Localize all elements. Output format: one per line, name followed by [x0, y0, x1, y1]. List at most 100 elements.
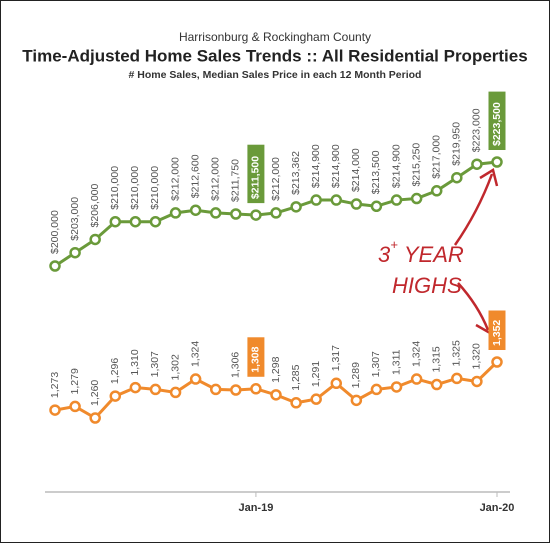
data-label: 1,291 [310, 361, 322, 387]
point [310, 393, 322, 405]
chart-supertitle: Harrisonburg & Rockingham County [179, 30, 371, 44]
point [430, 185, 443, 197]
data-label: $214,900 [310, 144, 322, 188]
annotation-word: YEAR [404, 242, 464, 267]
x-tick-label: Jan-19 [238, 502, 273, 514]
data-label: $210,000 [109, 166, 121, 210]
data-label: 1,307 [370, 351, 382, 377]
point [109, 390, 122, 402]
point [330, 194, 343, 206]
data-label: 1,260 [89, 380, 101, 406]
data-label: 1,320 [471, 343, 483, 369]
point [109, 215, 122, 228]
data-label: $213,362 [290, 151, 302, 195]
arrow [453, 173, 494, 246]
point [169, 386, 182, 399]
data-label: $215,250 [410, 143, 422, 187]
point [451, 171, 463, 184]
point [390, 381, 403, 393]
point [209, 383, 222, 396]
data-label: 1,308 [250, 346, 262, 372]
data-label: $223,500 [491, 102, 503, 146]
annotation-superscript: + [390, 237, 398, 252]
point [390, 194, 403, 206]
point [350, 394, 363, 407]
point [49, 260, 61, 272]
data-label: $206,000 [89, 183, 101, 227]
point [451, 372, 463, 385]
data-label: $214,900 [330, 144, 342, 188]
data-label: 1,310 [129, 349, 141, 375]
data-label: 1,352 [491, 320, 503, 346]
point [230, 384, 242, 396]
annotation-line2: HIGHS [392, 273, 462, 298]
point [230, 208, 242, 220]
x-tick-label: Jan-20 [480, 502, 515, 514]
point [129, 215, 142, 228]
point [69, 400, 81, 413]
point [370, 200, 383, 213]
point [49, 404, 61, 416]
data-label: $213,500 [370, 150, 382, 194]
point [189, 204, 202, 216]
data-label: 1,315 [431, 346, 443, 372]
point [330, 377, 343, 390]
arrow-head [479, 168, 499, 187]
point [471, 375, 483, 388]
highlight-box [488, 310, 506, 350]
point [410, 192, 423, 205]
highlight-box [247, 337, 265, 377]
data-label: 1,296 [109, 358, 121, 384]
highlight-box [247, 144, 265, 204]
point [250, 383, 262, 395]
point [149, 383, 162, 396]
chart-title: Time-Adjusted Home Sales Trends :: All R… [22, 46, 527, 65]
point [290, 201, 302, 213]
data-label: 1,273 [49, 372, 61, 398]
point [491, 356, 503, 368]
point [250, 209, 262, 221]
annotation-line1: 3+ YEAR [378, 237, 464, 266]
data-label: $223,000 [471, 108, 483, 152]
data-label: 1,302 [169, 354, 181, 380]
data-label: 1,289 [350, 362, 362, 388]
annotation-number: 3 [378, 242, 391, 267]
point [350, 198, 363, 210]
data-label: $219,950 [451, 122, 463, 166]
data-label: $217,000 [431, 135, 443, 179]
data-label: $214,000 [350, 148, 362, 192]
data-label: $212,600 [189, 154, 201, 198]
data-label: $211,750 [230, 159, 242, 202]
point [169, 207, 182, 219]
data-label: 1,311 [390, 349, 402, 375]
data-label: 1,298 [270, 356, 282, 382]
arrow [457, 282, 490, 331]
point [209, 207, 222, 219]
highlight-box [488, 91, 506, 150]
point [69, 246, 81, 259]
point [189, 373, 202, 385]
point [89, 412, 101, 424]
data-label: $203,000 [69, 197, 81, 241]
point [290, 397, 302, 409]
data-label: 1,324 [410, 341, 422, 367]
data-label: $212,000 [210, 157, 222, 201]
point [430, 378, 443, 391]
point [410, 373, 423, 385]
data-label: $200,000 [49, 210, 61, 254]
data-label: 1,285 [290, 364, 302, 390]
point [129, 381, 142, 394]
point [270, 389, 282, 401]
data-label: $212,000 [169, 157, 181, 201]
data-label: 1,325 [451, 340, 463, 366]
data-label: $210,000 [149, 166, 161, 210]
data-label: 1,306 [230, 352, 242, 378]
point [270, 207, 282, 219]
data-label: 1,317 [330, 345, 342, 371]
data-label: $211,500 [250, 156, 262, 199]
data-label: $212,000 [270, 157, 282, 201]
data-label: 1,279 [69, 368, 81, 394]
data-label: $210,000 [129, 166, 141, 210]
